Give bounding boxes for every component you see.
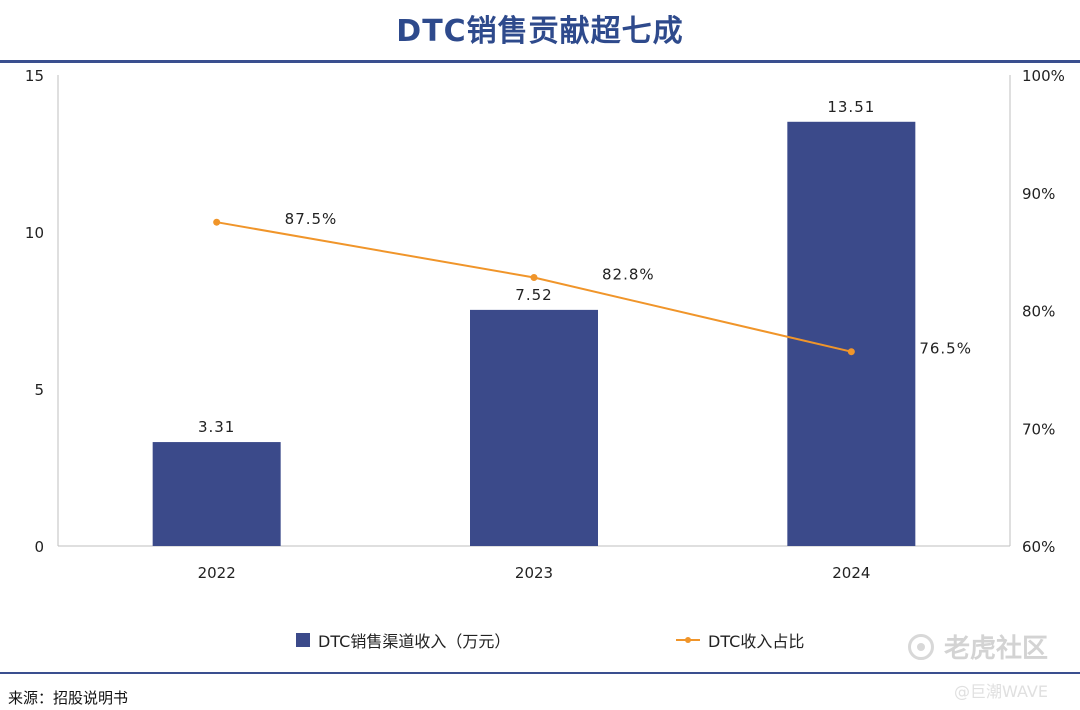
line-data-label: 87.5% <box>285 210 338 228</box>
bar <box>152 442 281 546</box>
watermark-sub-text: @巨潮WAVE <box>954 682 1048 701</box>
y-right-tick-label: 90% <box>1022 185 1055 203</box>
watermark-logo: 老虎社区 <box>908 628 1048 665</box>
bar-data-label: 13.51 <box>827 98 875 116</box>
legend-swatch-bar <box>296 633 310 647</box>
bottom-divider <box>0 672 1080 674</box>
line-point <box>213 218 221 226</box>
top-divider <box>0 60 1080 63</box>
bar-data-label: 3.31 <box>198 418 235 436</box>
line-data-label: 82.8% <box>602 266 655 284</box>
legend: DTC销售渠道收入（万元） DTC收入占比 <box>0 624 1080 652</box>
chart-title: DTC销售贡献超七成 <box>396 14 684 49</box>
combo-chart: 0 5 10 15 60% 70% 80% 90% 100% 2022 2023 2024 3.31 7.… <box>25 67 1065 582</box>
x-tick-label: 2022 <box>198 564 236 582</box>
legend-swatch-line <box>676 633 700 647</box>
y-right-tick-label: 80% <box>1022 303 1055 321</box>
legend-label-line: DTC收入占比 <box>708 632 805 651</box>
y-right-tick-label: 100% <box>1022 67 1065 85</box>
y-right-tick-label: 60% <box>1022 538 1055 556</box>
bar-data-label: 7.52 <box>515 286 552 304</box>
watermark-main-text: 老虎社区 <box>944 634 1049 664</box>
y-left-tick-label: 0 <box>34 538 44 556</box>
source-note: 来源：招股说明书 <box>8 689 129 707</box>
legend-label-bar: DTC销售渠道收入（万元） <box>318 632 511 651</box>
y-right-tick-label: 70% <box>1022 420 1055 438</box>
y-left-tick-label: 10 <box>25 224 44 242</box>
y-left-tick-label: 5 <box>34 381 44 399</box>
bar <box>787 121 916 546</box>
line-data-label: 76.5% <box>919 340 972 358</box>
x-tick-label: 2024 <box>832 564 870 582</box>
legend-item-bar: DTC销售渠道收入（万元） <box>296 628 510 652</box>
y-left-tick-label: 15 <box>25 67 44 85</box>
tiger-community-icon <box>908 633 934 660</box>
line-point <box>530 274 538 282</box>
bar <box>470 309 598 546</box>
line-point <box>847 348 855 356</box>
x-tick-label: 2023 <box>515 564 553 582</box>
legend-item-line: DTC收入占比 <box>676 628 804 652</box>
